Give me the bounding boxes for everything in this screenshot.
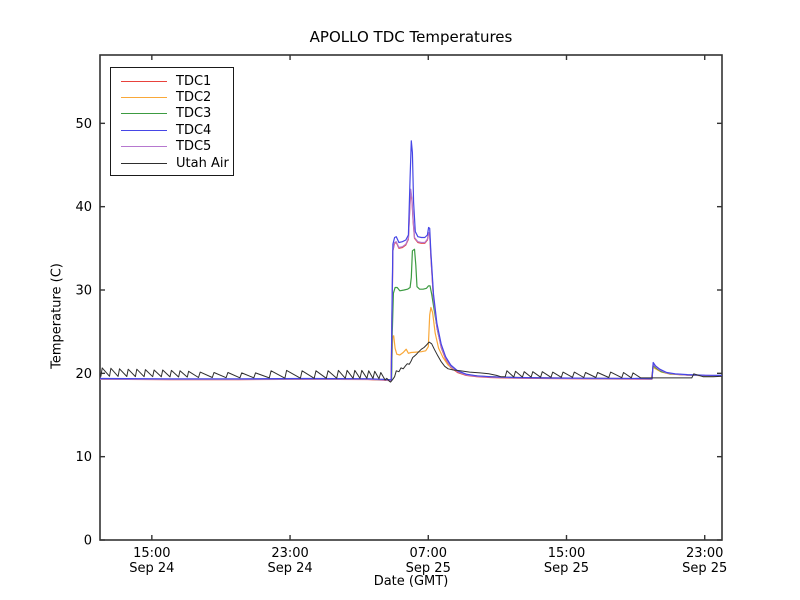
legend-label: TDC3 xyxy=(176,106,212,122)
legend-item-tdc1: TDC1 xyxy=(111,73,233,89)
y-tick-label: 0 xyxy=(84,534,92,549)
y-tick-label: 10 xyxy=(75,450,92,465)
x-tick-label: 15:00 Sep 24 xyxy=(129,546,174,576)
legend-label: TDC1 xyxy=(176,73,212,89)
legend-label: Utah Air xyxy=(176,155,229,171)
legend-line-swatch xyxy=(121,129,167,131)
legend-label: TDC4 xyxy=(176,122,212,138)
legend-item-tdc3: TDC3 xyxy=(111,106,233,122)
x-axis-label: Date (GMT) xyxy=(373,574,449,589)
legend-item-tdc4: TDC4 xyxy=(111,122,233,138)
chart-title: APOLLO TDC Temperatures xyxy=(309,28,513,46)
y-tick-label: 50 xyxy=(75,117,92,132)
legend-item-tdc5: TDC5 xyxy=(111,139,233,155)
x-tick-label: 23:00 Sep 25 xyxy=(682,546,727,576)
legend-line-swatch xyxy=(121,97,167,99)
y-axis-label: Temperature (C) xyxy=(49,263,65,369)
series-tdc2-line xyxy=(99,306,723,381)
x-tick-label: 23:00 Sep 24 xyxy=(267,546,312,576)
x-tick-label: 15:00 Sep 25 xyxy=(544,546,589,576)
legend-line-swatch xyxy=(121,113,167,115)
legend-item-tdc2: TDC2 xyxy=(111,89,233,105)
series-utah-air-line xyxy=(99,341,723,383)
legend-label: TDC2 xyxy=(176,90,212,106)
y-tick-label: 20 xyxy=(75,367,92,382)
legend-line-swatch xyxy=(121,146,167,148)
legend-item-utah-air: Utah Air xyxy=(111,155,233,171)
legend-label: TDC5 xyxy=(176,139,212,155)
legend: TDC1 TDC2 TDC3 TDC4 TDC5 Utah Air xyxy=(110,67,234,177)
x-tick-label: 07:00 Sep 25 xyxy=(406,546,451,576)
legend-line-swatch xyxy=(121,80,167,82)
y-tick-label: 40 xyxy=(75,200,92,215)
axes-frame xyxy=(99,54,723,541)
legend-line-swatch xyxy=(121,162,167,164)
y-tick-label: 30 xyxy=(75,284,92,299)
series-tdc4-line xyxy=(99,140,723,381)
